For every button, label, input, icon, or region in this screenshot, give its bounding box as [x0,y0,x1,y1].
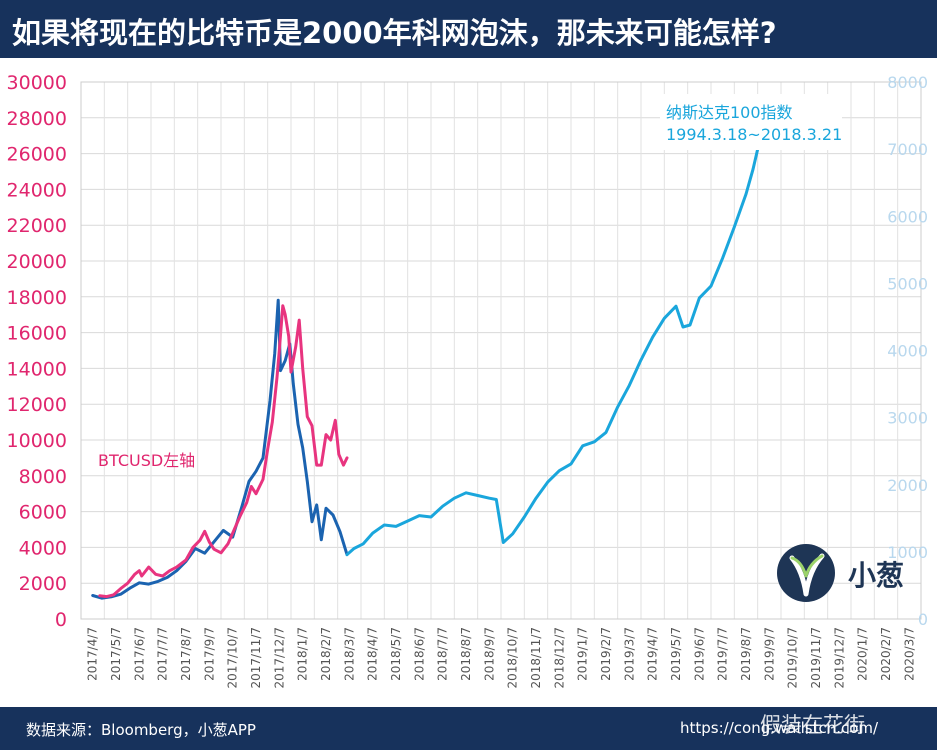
left-tick-label: 10000 [7,430,67,452]
right-tick-label: 7000 [887,140,928,159]
x-tick-label: 2018/12/7 [552,627,566,689]
x-tick-label: 2017/11/7 [249,627,263,689]
x-tick-label: 2020/2/7 [879,627,893,681]
left-tick-label: 22000 [7,215,67,237]
left-tick-label: 28000 [7,108,67,130]
left-tick-label: 24000 [7,179,67,201]
x-tick-label: 2019/2/7 [599,627,613,681]
x-tick-label: 2018/3/7 [342,627,356,681]
x-tick-label: 2019/4/7 [646,627,660,681]
source-url: https://cong.wallstcn.com/ [680,719,879,737]
x-tick-label: 2018/11/7 [529,627,543,689]
x-tick-label: 2020/3/7 [902,627,916,681]
x-tick-label: 2018/9/7 [482,627,496,681]
chart-area: 0200040006000800010000120001400016000180… [7,72,928,689]
x-tick-label: 2018/2/7 [319,627,333,681]
x-tick-label: 2018/8/7 [459,627,473,681]
x-tick-label: 2019/6/7 [692,627,706,681]
plot-border [80,81,922,620]
series-line-1 [91,298,349,600]
x-tick-label: 2017/4/7 [86,627,100,681]
left-tick-label: 6000 [19,502,67,524]
nasdaq-annotation-line1: 纳斯达克100指数 [666,103,793,122]
x-tick-label: 2018/10/7 [506,627,520,689]
x-tick-label: 2019/1/7 [576,627,590,681]
btc-annotation: BTCUSD左轴 [98,451,195,470]
right-tick-label: 2000 [887,476,928,495]
left-tick-label: 20000 [7,251,67,273]
nasdaq-annotation-box: 纳斯达克100指数 1994.3.18~2018.3.21 [660,94,842,150]
left-tick-label: 2000 [19,573,67,595]
x-tick-label: 2019/9/7 [762,627,776,681]
series-line-2 [345,140,762,557]
x-tick-label: 2018/6/7 [412,627,426,681]
x-tick-label: 2019/3/7 [622,627,636,681]
left-tick-label: 12000 [7,394,67,416]
series-line-0 [98,304,349,599]
left-axis-ticks: 0 2000 4000 6000 8000 10000 12000 14000 16000 180… [7,72,67,631]
chart-title: 如果将现在的比特币是2000年科网泡沫，那未来可能怎样? [12,16,777,50]
x-tick-label: 2018/7/7 [436,627,450,681]
left-tick-label: 16000 [7,323,67,345]
left-tick-label: 26000 [7,144,67,166]
left-tick-label: 0 [55,609,67,631]
x-tick-label: 2019/8/7 [739,627,753,681]
logo-text: 小葱 [848,559,904,592]
x-tick-label: 2017/12/7 [272,627,286,689]
x-tick-label: 2017/7/7 [156,627,170,681]
gridlines [80,81,922,620]
right-axis-ticks: 0 1000 2000 3000 4000 5000 6000 7000 8000 [887,73,928,629]
left-tick-label: 30000 [7,72,67,94]
right-tick-label: 1000 [887,543,928,562]
right-tick-label: 3000 [887,409,928,428]
nasdaq-annotation-line2: 1994.3.18~2018.3.21 [666,125,842,144]
x-tick-label: 2020/1/7 [856,627,870,681]
x-tick-label: 2018/4/7 [366,627,380,681]
x-tick-label: 2017/5/7 [109,627,123,681]
footer-bar: 数据来源：Bloomberg，小葱APP https://cong.wallst… [0,707,937,750]
left-tick-label: 18000 [7,287,67,309]
x-tick-label: 2019/12/7 [832,627,846,689]
x-axis-ticks: 2017/4/7 2017/5/7 2017/6/7 2017/7/7 2017/8/7… [86,627,917,689]
series-lines [91,140,762,600]
right-tick-label: 8000 [887,73,928,92]
logo: 小葱 [777,544,904,602]
x-tick-label: 2017/9/7 [202,627,216,681]
right-tick-label: 6000 [887,207,928,226]
right-tick-label: 0 [918,610,928,629]
left-tick-label: 8000 [19,466,67,488]
x-tick-label: 2019/7/7 [716,627,730,681]
x-tick-label: 2017/6/7 [132,627,146,681]
x-tick-label: 2019/10/7 [786,627,800,689]
left-tick-label: 4000 [19,537,67,559]
x-tick-label: 2018/1/7 [296,627,310,681]
x-tick-label: 2019/11/7 [809,627,823,689]
title-bar: 如果将现在的比特币是2000年科网泡沫，那未来可能怎样? [0,0,937,58]
watermark: 假装在花街 [760,713,865,737]
right-tick-label: 5000 [887,274,928,293]
right-tick-label: 4000 [887,342,928,361]
x-tick-label: 2017/8/7 [179,627,193,681]
left-tick-label: 14000 [7,358,67,380]
x-tick-label: 2019/5/7 [669,627,683,681]
x-tick-label: 2018/5/7 [389,627,403,681]
x-tick-label: 2017/10/7 [226,627,240,689]
data-source: 数据来源：Bloomberg，小葱APP [26,721,256,739]
